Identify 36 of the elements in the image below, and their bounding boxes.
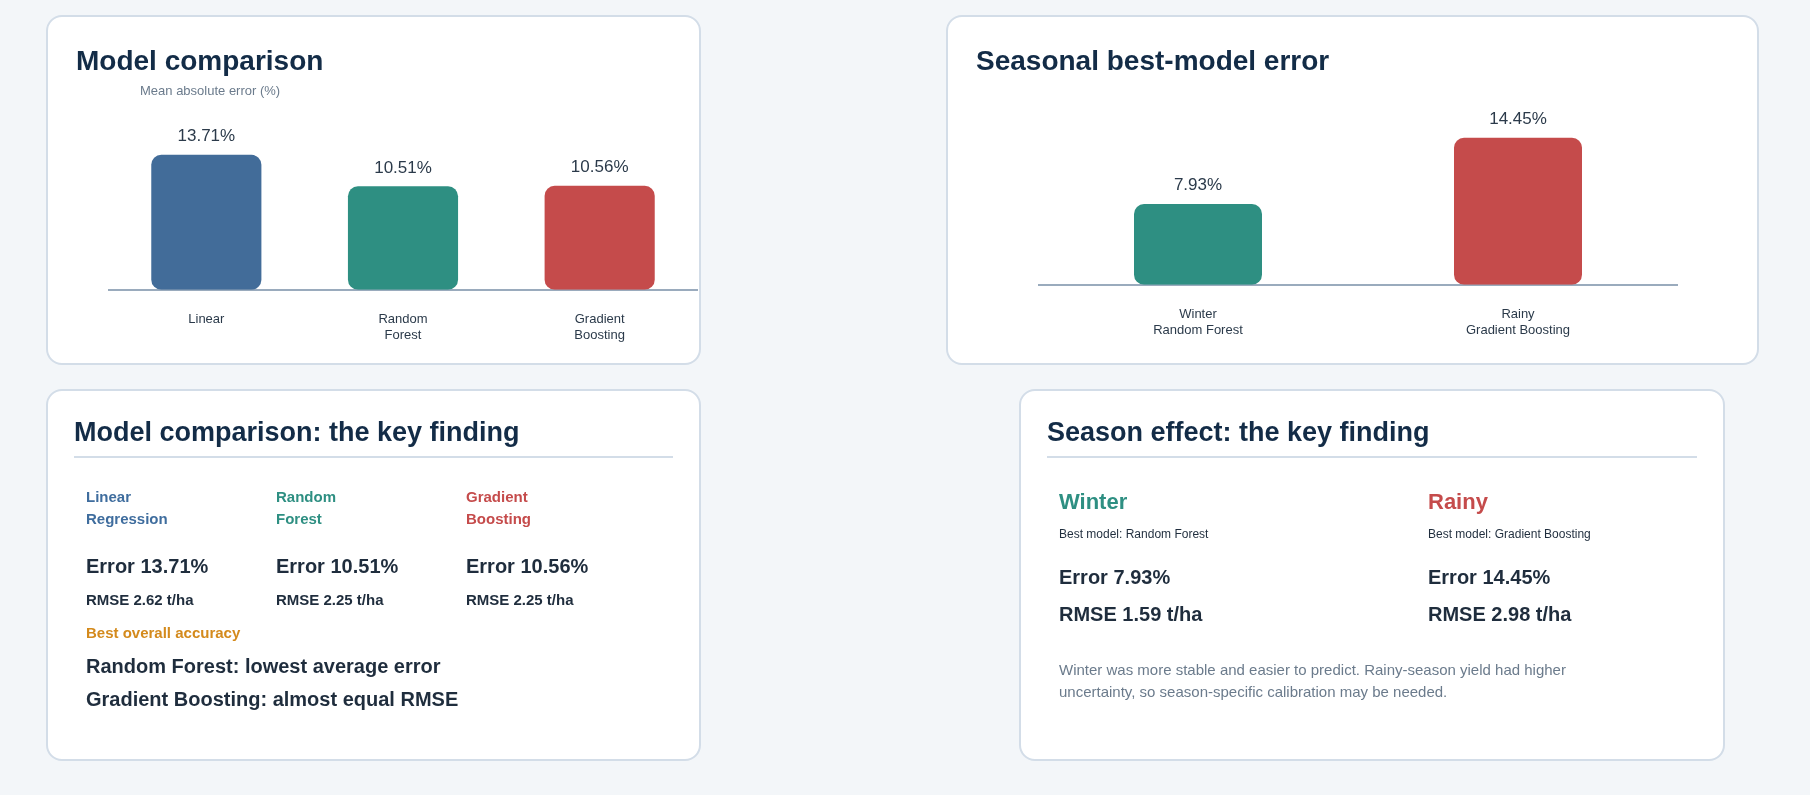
x-tick-label: Rainy Gradient Boosting [1465, 306, 1571, 337]
chart-title: Model comparison [76, 45, 324, 77]
text: Best overall accuracy [86, 624, 242, 642]
chart-subtitle: Mean absolute error (%) [140, 83, 281, 98]
data-label: 13.71% [177, 126, 236, 146]
text: Best model: Gradient Boosting [1428, 525, 1592, 543]
data-label: 10.51% [374, 157, 432, 177]
text: Random Forest [276, 487, 337, 529]
data-label: 10.56% [570, 157, 629, 177]
text: RMSE 2.25 t/ha [276, 589, 385, 610]
text: Error 10.51% [276, 553, 400, 579]
text: Linear Regression [86, 487, 169, 529]
text: Winter was more stable and easier to predict. Rainy-season yield had higher uncertainty, so season-specific calibration may be needed. [1059, 660, 1567, 703]
text: Best model: Random Forest [1059, 525, 1210, 543]
x-tick-label: Gradient Boosting [574, 311, 625, 342]
text: Error 13.71% [86, 553, 210, 579]
text: Error 10.56% [466, 553, 590, 579]
text: Gradient Boosting: almost equal RMSE [86, 688, 460, 712]
data-label: 7.93% [1173, 175, 1223, 195]
text: Error 14.45% [1428, 565, 1552, 591]
data-label: 14.45% [1489, 108, 1547, 128]
x-tick-label: Linear [188, 311, 226, 327]
x-tick-label: Winter Random Forest [1153, 306, 1244, 337]
text: Winter [1059, 488, 1129, 516]
text: Random Forest: lowest average error [86, 655, 442, 679]
chart-title: Seasonal best-model error [976, 45, 1330, 77]
text: RMSE 2.98 t/ha [1428, 602, 1573, 628]
x-tick-label: Random Forest [378, 311, 428, 342]
text: Season effect: the key finding [1047, 417, 1697, 458]
text: Gradient Boosting [466, 487, 532, 529]
text: Model comparison: the key finding [74, 417, 673, 458]
text: Error 7.93% [1059, 565, 1172, 591]
text: RMSE 2.62 t/ha [86, 589, 195, 610]
text: RMSE 1.59 t/ha [1059, 602, 1204, 628]
text: RMSE 2.25 t/ha [466, 589, 575, 610]
text: Rainy [1428, 488, 1489, 516]
